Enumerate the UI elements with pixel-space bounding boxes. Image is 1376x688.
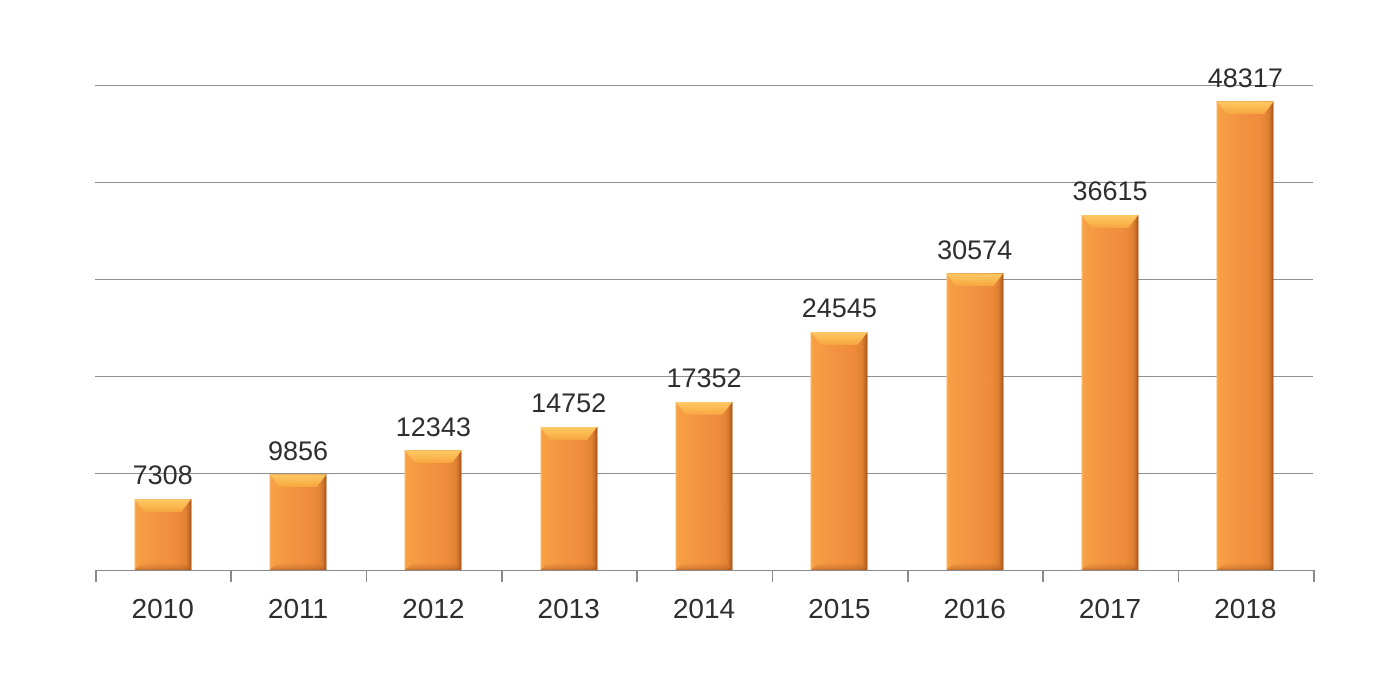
x-axis-tick — [501, 570, 503, 582]
bar-2017 — [1081, 214, 1139, 570]
data-label-2014: 17352 — [666, 363, 742, 393]
x-axis-tick — [907, 570, 909, 582]
bar-2013 — [540, 426, 598, 570]
x-axis-tick — [771, 570, 774, 582]
x-tick-label-2014: 2014 — [672, 593, 736, 624]
category-slot-2018: 48317 — [1178, 63, 1313, 570]
x-tick-label-2011: 2011 — [267, 593, 329, 624]
bar-2012 — [404, 450, 462, 570]
category-slot-2016: 30574 — [907, 85, 1042, 570]
data-label-2016: 30574 — [937, 234, 1013, 265]
gridline-30000 — [95, 279, 1313, 280]
data-label-2017: 36615 — [1072, 176, 1148, 207]
x-axis-tick — [95, 570, 97, 582]
bar-2016 — [946, 273, 1004, 570]
bar-2010 — [134, 499, 192, 570]
category-slot-2015: 24545 — [772, 85, 907, 570]
data-label-2012: 12343 — [395, 411, 471, 442]
x-axis-tick — [365, 570, 368, 582]
category-slot-2017: 36615 — [1042, 85, 1177, 570]
x-tick-label-2013: 2013 — [537, 593, 600, 624]
category-slot-2010: 7308 — [95, 85, 230, 570]
bar-2011 — [269, 474, 327, 570]
bar-2015 — [810, 331, 868, 570]
gridline-20000 — [95, 376, 1313, 377]
x-tick-label-2010: 2010 — [131, 593, 194, 624]
data-label-2018: 48317 — [1207, 62, 1283, 93]
x-tick-label-2018: 2018 — [1214, 593, 1277, 624]
x-axis-tick — [1313, 570, 1315, 582]
data-label-2010: 7308 — [132, 460, 193, 491]
plot-area: 7308 9856 12343 14752 17352 24545 30574 36615 48… — [95, 63, 1315, 582]
x-axis-tick — [636, 570, 638, 582]
x-tick-label-2012: 2012 — [402, 593, 465, 624]
data-label-2011: 9856 — [267, 435, 329, 466]
x-tick-label-2016: 2016 — [943, 593, 1006, 624]
x-axis-tick — [230, 570, 232, 582]
x-tick-label-2015: 2015 — [808, 593, 871, 624]
data-label-2013: 14752 — [531, 388, 607, 419]
category-slot-2012: 12343 — [366, 85, 501, 570]
category-slot-2013: 14752 — [501, 85, 636, 570]
gridline-50000 — [95, 85, 1313, 86]
category-slot-2011: 9856 — [230, 85, 365, 570]
x-axis-tick — [1042, 570, 1044, 582]
category-slot-2014: 17352 — [636, 85, 771, 570]
data-label-2015: 24545 — [801, 293, 877, 324]
bar-2018 — [1216, 101, 1274, 570]
bar-2014 — [675, 401, 733, 570]
x-axis-line — [95, 569, 1313, 571]
x-axis-tick — [1177, 570, 1180, 582]
gridline-40000 — [95, 182, 1313, 183]
x-axis-labels: 2010 2011 2012 2013 2014 2015 2016 2017 2018 — [95, 593, 1313, 634]
x-tick-label-2017: 2017 — [1078, 593, 1142, 624]
